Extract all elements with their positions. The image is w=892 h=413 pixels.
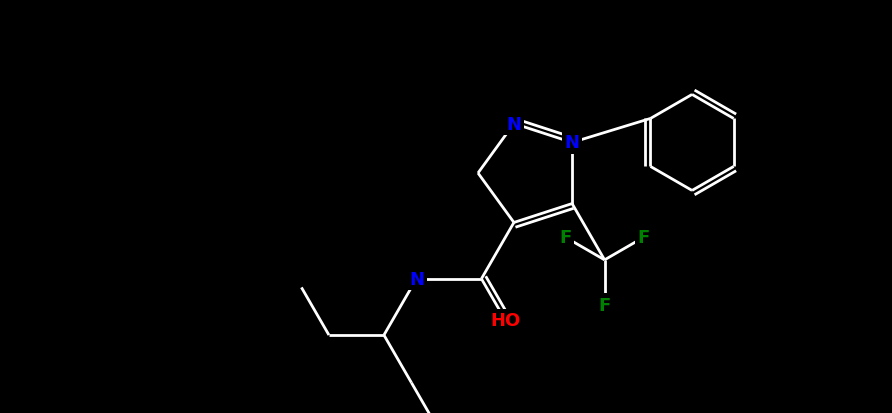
Text: HO: HO bbox=[491, 311, 521, 330]
Text: N: N bbox=[409, 270, 424, 288]
Text: F: F bbox=[638, 229, 649, 247]
Text: F: F bbox=[599, 296, 611, 314]
Text: F: F bbox=[559, 229, 572, 247]
Text: N: N bbox=[565, 134, 580, 152]
Text: N: N bbox=[507, 115, 522, 133]
